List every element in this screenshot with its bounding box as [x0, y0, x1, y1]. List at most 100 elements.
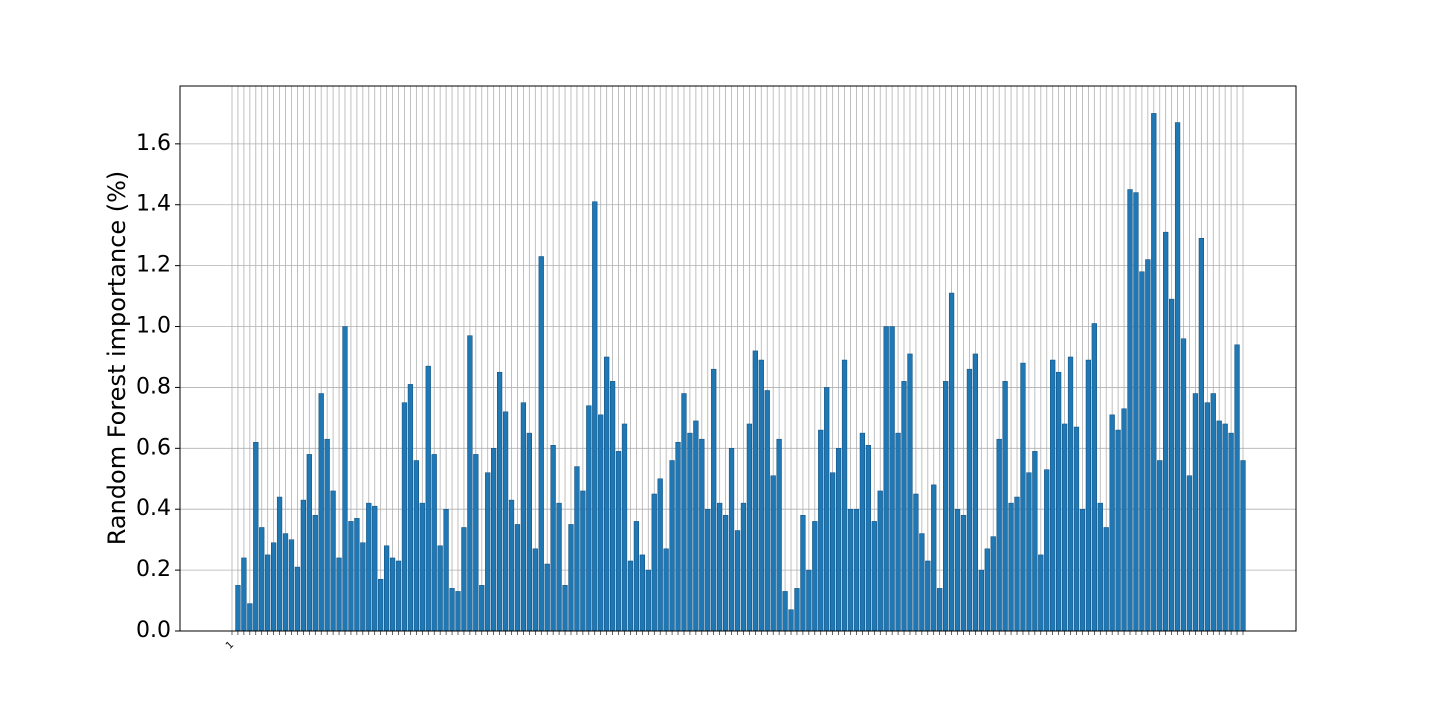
bar	[413, 460, 419, 632]
bar	[1240, 460, 1246, 632]
bar	[675, 441, 681, 632]
bar	[901, 381, 907, 632]
bar	[568, 524, 574, 632]
bar	[425, 365, 431, 632]
bar	[1192, 393, 1199, 632]
bar	[657, 478, 663, 632]
bar	[502, 411, 509, 632]
bar	[389, 557, 396, 632]
bar	[586, 405, 592, 632]
bar	[1222, 423, 1228, 632]
bar	[300, 499, 306, 632]
bar	[241, 557, 247, 632]
bar	[449, 588, 455, 632]
bar	[360, 542, 366, 632]
bar	[407, 384, 414, 632]
bar	[841, 359, 848, 632]
bar	[247, 603, 253, 632]
bar	[324, 438, 330, 632]
bar	[972, 353, 979, 632]
bar	[770, 475, 776, 632]
bar	[913, 493, 919, 632]
bar	[473, 454, 479, 632]
bar	[467, 335, 473, 632]
bar	[395, 560, 402, 632]
bar	[526, 432, 532, 632]
bar	[330, 490, 336, 632]
bar	[1014, 496, 1020, 632]
bar	[1210, 393, 1216, 632]
bar	[1038, 554, 1044, 632]
bar	[746, 423, 753, 632]
y-tick-label: 1.0	[136, 314, 171, 339]
bar	[1026, 472, 1032, 632]
bar	[1133, 192, 1139, 632]
bar	[348, 521, 354, 632]
bar	[271, 542, 277, 632]
bar	[366, 502, 372, 632]
bar	[663, 548, 669, 632]
bar	[919, 533, 925, 632]
bar	[847, 508, 854, 632]
bar	[562, 585, 568, 632]
bar	[1163, 231, 1169, 632]
bar	[372, 505, 378, 632]
bar	[1186, 475, 1193, 632]
bar	[948, 292, 955, 632]
bar	[627, 560, 634, 632]
bar	[282, 533, 289, 632]
bar	[800, 515, 806, 632]
bar	[633, 521, 640, 632]
bar	[1061, 423, 1068, 632]
bar	[990, 536, 996, 632]
bar	[1109, 414, 1115, 632]
bar	[592, 201, 598, 632]
bar	[1139, 271, 1145, 632]
bar	[621, 423, 628, 632]
bar	[943, 381, 949, 632]
bar	[1174, 122, 1181, 632]
bar	[485, 472, 491, 632]
bar	[455, 591, 461, 632]
bar	[687, 432, 693, 632]
y-tick-label: 1.6	[136, 131, 171, 156]
y-tick-label: 0.2	[136, 557, 171, 582]
bar	[496, 371, 503, 632]
bar	[1204, 402, 1210, 632]
bar	[1073, 426, 1080, 632]
bar	[1121, 408, 1127, 632]
bar	[1097, 502, 1103, 632]
bar	[752, 350, 758, 632]
y-axis-label: Random Forest importance (%)	[103, 171, 131, 546]
bar	[609, 381, 616, 632]
bar	[954, 508, 961, 632]
bar	[259, 527, 265, 632]
bar	[871, 521, 877, 632]
bar	[401, 402, 408, 632]
bar	[681, 393, 687, 632]
bar	[538, 256, 544, 632]
bar	[794, 588, 800, 632]
bar	[461, 527, 467, 632]
bar	[1008, 502, 1014, 632]
bar	[1198, 237, 1204, 632]
bar	[1151, 113, 1157, 632]
bar	[479, 585, 485, 632]
bar	[960, 515, 967, 632]
bar	[812, 521, 818, 632]
bar	[318, 393, 324, 632]
bar	[1020, 362, 1026, 632]
bar	[1032, 451, 1038, 632]
bar	[835, 448, 842, 632]
bar	[1044, 469, 1050, 632]
bar	[830, 472, 836, 632]
y-tick-label: 0.6	[136, 435, 171, 460]
bar	[604, 356, 610, 632]
bar	[818, 429, 824, 632]
bar	[550, 445, 556, 632]
bar	[336, 557, 342, 632]
bar	[853, 508, 860, 632]
bar	[1180, 338, 1187, 632]
bar	[717, 502, 723, 632]
bar	[865, 445, 871, 632]
